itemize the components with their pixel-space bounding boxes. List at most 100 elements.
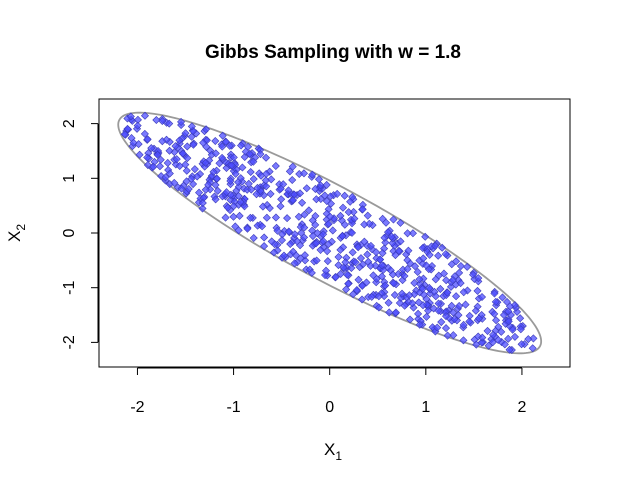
data-point bbox=[327, 237, 336, 246]
data-point bbox=[529, 334, 538, 343]
data-point bbox=[193, 172, 202, 181]
data-point bbox=[199, 138, 208, 147]
data-point bbox=[333, 189, 342, 198]
data-point bbox=[195, 188, 204, 197]
data-point bbox=[395, 298, 404, 307]
data-point bbox=[284, 186, 293, 195]
data-point bbox=[249, 233, 258, 243]
data-point bbox=[346, 197, 355, 206]
data-point bbox=[340, 191, 349, 200]
data-point bbox=[321, 266, 331, 275]
data-point bbox=[211, 180, 220, 190]
data-point bbox=[308, 170, 317, 179]
data-point bbox=[277, 195, 286, 204]
data-point bbox=[300, 210, 309, 219]
data-point bbox=[181, 160, 190, 169]
x-axis: -2 -1 0 1 2 bbox=[130, 367, 526, 416]
data-point bbox=[343, 270, 352, 279]
data-point bbox=[175, 161, 184, 171]
data-point bbox=[528, 344, 537, 353]
data-point bbox=[488, 338, 497, 347]
data-point bbox=[299, 169, 308, 178]
data-point bbox=[323, 257, 332, 266]
data-point bbox=[269, 248, 278, 257]
data-point bbox=[492, 316, 501, 325]
data-point bbox=[183, 142, 192, 151]
data-point bbox=[389, 215, 398, 224]
data-point bbox=[497, 327, 506, 336]
data-point bbox=[262, 169, 271, 178]
data-point bbox=[215, 159, 224, 168]
data-point bbox=[344, 279, 353, 288]
data-point bbox=[312, 195, 321, 204]
data-point bbox=[311, 220, 320, 229]
data-point bbox=[452, 257, 461, 266]
data-point bbox=[325, 212, 335, 221]
data-point bbox=[504, 317, 513, 326]
data-point bbox=[229, 212, 238, 221]
data-point bbox=[298, 198, 307, 207]
data-point bbox=[455, 301, 464, 311]
data-point bbox=[431, 241, 440, 250]
data-point bbox=[276, 202, 285, 211]
data-point bbox=[213, 186, 222, 195]
data-point bbox=[383, 228, 393, 237]
data-point bbox=[273, 226, 282, 235]
data-point bbox=[129, 138, 138, 147]
data-point bbox=[336, 211, 345, 220]
data-point bbox=[320, 191, 329, 200]
data-point bbox=[165, 146, 174, 155]
data-point bbox=[234, 178, 243, 187]
data-point bbox=[431, 292, 440, 301]
y-tick-label: 2 bbox=[61, 119, 78, 128]
data-point bbox=[165, 169, 174, 178]
data-point bbox=[244, 142, 253, 151]
y-axis-label: X2 bbox=[5, 224, 28, 242]
data-point bbox=[267, 175, 276, 184]
data-point bbox=[414, 309, 423, 318]
data-point bbox=[236, 198, 245, 207]
data-point bbox=[484, 341, 493, 350]
data-point bbox=[469, 270, 478, 279]
chart-title: Gibbs Sampling with w = 1.8 bbox=[205, 42, 461, 63]
data-point bbox=[477, 292, 487, 302]
x-tick-label: 2 bbox=[517, 399, 526, 416]
data-point bbox=[227, 161, 236, 170]
contour-ellipse-layer bbox=[117, 111, 543, 355]
data-point bbox=[296, 254, 305, 263]
data-point bbox=[211, 136, 220, 146]
data-point bbox=[490, 309, 499, 318]
data-point bbox=[158, 137, 167, 146]
data-point bbox=[277, 236, 286, 245]
data-point bbox=[425, 250, 434, 259]
data-point bbox=[396, 293, 405, 302]
data-point bbox=[403, 264, 412, 273]
data-point bbox=[505, 302, 515, 311]
data-point bbox=[354, 243, 363, 252]
data-point bbox=[221, 213, 230, 222]
data-point bbox=[341, 258, 350, 267]
data-point bbox=[410, 279, 419, 288]
data-point bbox=[355, 263, 364, 272]
data-point bbox=[262, 153, 271, 162]
x-tick-label: 0 bbox=[325, 399, 334, 416]
data-point bbox=[212, 174, 221, 183]
data-point bbox=[387, 232, 396, 241]
data-point bbox=[246, 213, 255, 222]
data-point bbox=[360, 220, 369, 229]
data-point bbox=[183, 154, 192, 163]
data-point bbox=[441, 324, 451, 333]
data-point bbox=[322, 180, 331, 189]
data-point bbox=[431, 275, 440, 284]
data-point bbox=[245, 149, 254, 158]
data-point bbox=[189, 140, 198, 149]
data-point bbox=[231, 169, 240, 178]
data-point bbox=[155, 162, 164, 171]
data-point bbox=[390, 290, 399, 300]
data-point bbox=[424, 306, 433, 315]
data-point bbox=[285, 167, 294, 176]
data-point bbox=[126, 112, 135, 121]
data-point bbox=[177, 184, 186, 193]
data-point bbox=[437, 318, 446, 327]
data-point bbox=[247, 185, 256, 194]
